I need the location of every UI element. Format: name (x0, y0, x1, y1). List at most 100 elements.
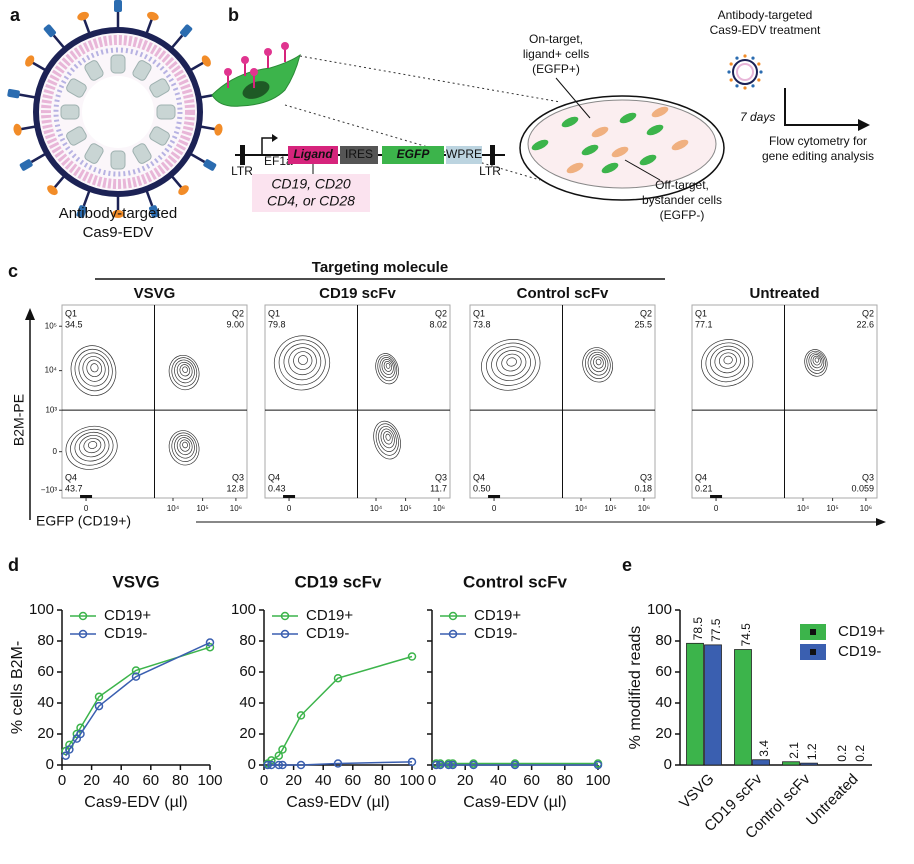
spike-tip (149, 205, 160, 219)
quadrant-value: 73.8 (473, 319, 491, 329)
contour (380, 428, 395, 449)
off-target-label: (EGFP-) (660, 208, 705, 222)
quadrant-name: Q2 (640, 308, 652, 318)
x-tick-label: 10⁶ (638, 504, 650, 513)
y-tick-label: 80 (37, 632, 54, 649)
rug (488, 495, 501, 498)
bar (752, 759, 770, 766)
capsid-unit (84, 60, 104, 81)
x-tick-label: 40 (315, 772, 332, 789)
y-tick-label: 0 (53, 447, 58, 456)
data-point (205, 642, 215, 652)
spike (169, 174, 189, 196)
x-tick-label: 20 (285, 772, 302, 789)
ltr (240, 145, 245, 165)
pointer (555, 77, 591, 119)
edv-icon-spike (757, 78, 761, 82)
x-tick-label: 80 (556, 772, 573, 789)
x-axis-label: Cas9-EDV (µl) (286, 794, 389, 811)
spike-stem (19, 93, 38, 99)
data-point (205, 638, 215, 647)
off-target-label: Off-target, (655, 178, 709, 192)
dish-cell (611, 146, 629, 158)
edv-icon-spike (743, 86, 747, 90)
x-tick-label: 100 (399, 772, 424, 789)
capsid-unit (84, 143, 104, 164)
capsid-unit (149, 126, 170, 146)
on-target-label: On-target, (529, 32, 583, 46)
y-tick-label: 40 (239, 694, 256, 711)
quadrant-name: Q1 (268, 308, 280, 318)
value-label: 0.2 (853, 745, 867, 762)
capsid (84, 60, 104, 81)
x-tick-label: 10⁵ (604, 504, 616, 513)
edv-icon-spike (751, 56, 755, 60)
capsid-unit (132, 143, 152, 164)
contour (171, 357, 198, 387)
contour (383, 361, 393, 372)
contour (79, 434, 106, 458)
contour (78, 352, 110, 387)
quadrant-name: Q4 (473, 472, 485, 482)
data-point (333, 759, 343, 768)
data-point (448, 760, 457, 770)
panel-label: d (8, 555, 19, 575)
ligand-label: Ligand (293, 147, 333, 161)
edv-icon-spike (735, 56, 739, 60)
spike (13, 123, 38, 136)
x-tick-label: 60 (523, 772, 540, 789)
spike (114, 0, 122, 30)
x-tick-label: Untreated (803, 771, 862, 830)
dish-cell (671, 139, 689, 151)
capsid (66, 78, 87, 98)
contour (582, 347, 613, 383)
spike-tip (43, 24, 56, 38)
y-tick-label: 10⁵ (45, 321, 57, 330)
quadrant-value: 34.5 (65, 319, 83, 329)
wpre-label: WPRE (446, 147, 482, 161)
quadrant-value: 25.5 (634, 319, 652, 329)
contour (585, 349, 611, 379)
x-tick-label: 10⁵ (826, 504, 838, 513)
contour (804, 349, 828, 377)
bar (800, 762, 818, 766)
quadrant-value: 77.1 (695, 319, 713, 329)
quadrant-name: Q3 (862, 472, 874, 482)
treatment-label: Cas9-EDV treatment (710, 23, 821, 37)
dish-cell (646, 124, 664, 136)
on-target-label: ligand+ cells (523, 47, 589, 61)
x-tick-label: 60 (142, 772, 159, 789)
plot-title: Control scFv (517, 285, 609, 302)
contour (714, 349, 741, 374)
x-tick-label: 80 (172, 772, 189, 789)
capsid-unit (66, 126, 87, 146)
contour (273, 335, 331, 391)
spike-tip (19, 159, 33, 171)
promoter-arrow (261, 137, 272, 155)
promoter-label: EF1a (264, 154, 293, 168)
spike-tip (13, 123, 22, 136)
bar (686, 642, 704, 766)
series-line (267, 655, 413, 765)
contour (379, 357, 396, 379)
capsid (110, 54, 126, 74)
plot-title: CD19 scFv (319, 285, 396, 302)
zoom-line (284, 104, 541, 181)
arrowhead (858, 119, 870, 131)
ligand-options-box (252, 174, 370, 212)
capsid (66, 126, 87, 146)
legend-label: CD19- (306, 625, 349, 642)
contour (723, 355, 733, 365)
edv-icon-spike (735, 84, 739, 88)
plot-title: VSVG (134, 285, 176, 302)
contour (74, 431, 110, 462)
data-point (296, 760, 306, 770)
x-tick-label: 20 (457, 772, 474, 789)
value-label: 3.4 (757, 740, 771, 757)
legend-marker (810, 629, 816, 635)
contour (383, 431, 393, 445)
contour (718, 352, 737, 369)
data-point (278, 745, 287, 754)
quadrant-name: Q3 (435, 472, 447, 482)
quadrant-value: 12.8 (226, 483, 244, 493)
